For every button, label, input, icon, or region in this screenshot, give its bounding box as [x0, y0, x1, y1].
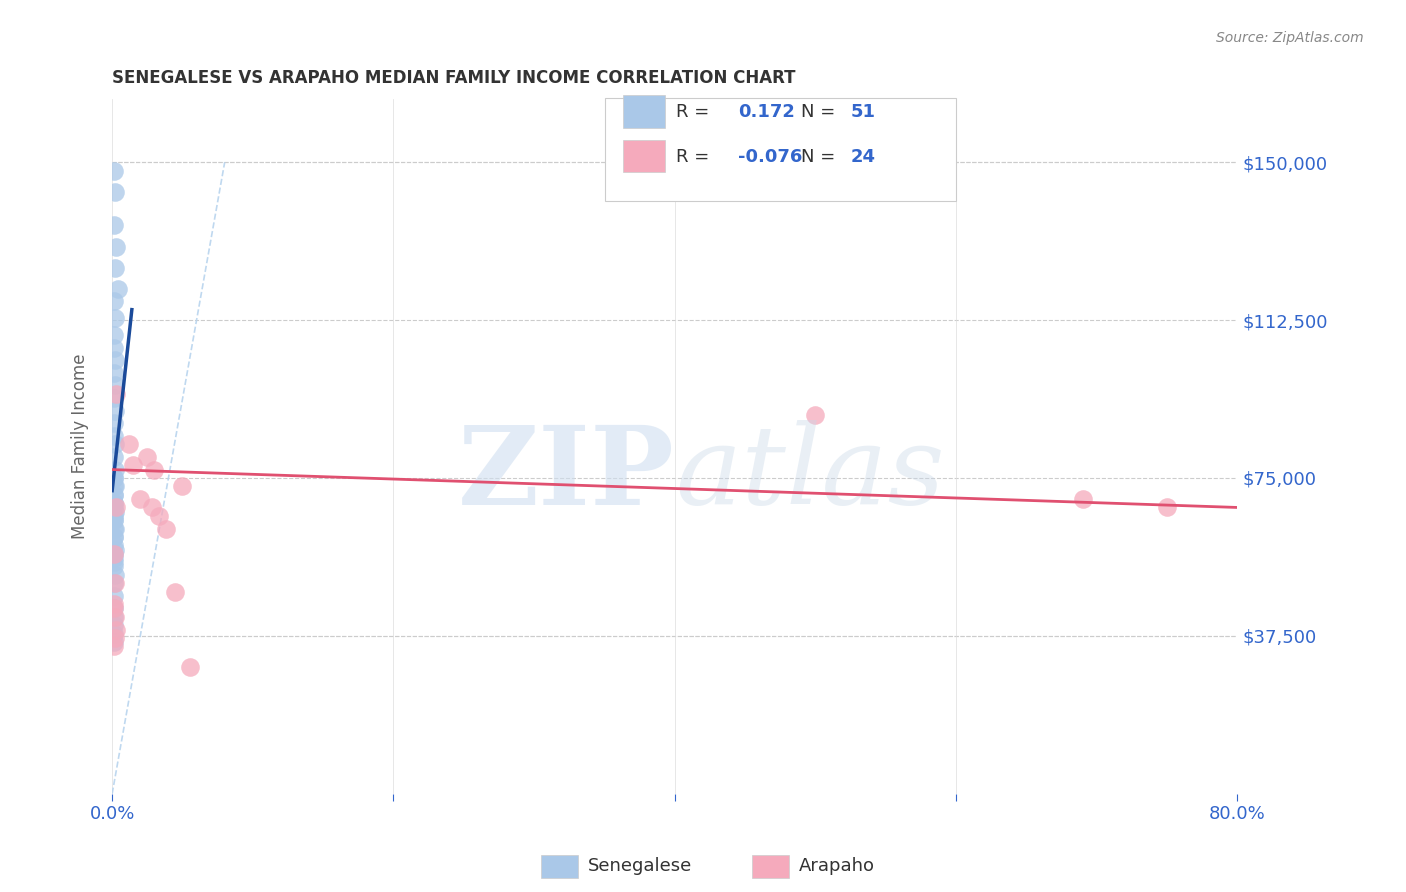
Text: N =: N =: [801, 148, 841, 166]
Point: [103, 219, 125, 233]
Point: [165, 584, 187, 599]
Point: [105, 239, 128, 253]
Point: [103, 597, 125, 611]
Point: [104, 437, 127, 451]
Point: [103, 547, 125, 561]
Point: [103, 513, 125, 527]
Point: [103, 496, 125, 510]
Point: [103, 488, 125, 502]
Y-axis label: Median Family Income: Median Family Income: [72, 354, 89, 539]
Point: [103, 618, 125, 632]
Point: [103, 366, 125, 380]
Point: [103, 479, 125, 493]
Point: [105, 500, 128, 515]
Point: [103, 521, 125, 535]
Point: [104, 185, 127, 199]
Text: Source: ZipAtlas.com: Source: ZipAtlas.com: [1216, 31, 1364, 45]
Text: SENEGALESE VS ARAPAHO MEDIAN FAMILY INCOME CORRELATION CHART: SENEGALESE VS ARAPAHO MEDIAN FAMILY INCO…: [112, 69, 796, 87]
Point: [103, 508, 125, 523]
Point: [103, 327, 125, 342]
Point: [104, 462, 127, 476]
Point: [103, 626, 125, 640]
Point: [143, 462, 166, 476]
Point: [104, 631, 127, 645]
Text: 24: 24: [851, 148, 876, 166]
Point: [104, 311, 127, 326]
Point: [129, 491, 152, 506]
Point: [103, 601, 125, 615]
Point: [122, 458, 145, 473]
Text: Arapaho: Arapaho: [799, 857, 875, 875]
Point: [103, 163, 125, 178]
Point: [103, 547, 125, 561]
Text: R =: R =: [676, 148, 716, 166]
Point: [103, 294, 125, 309]
Point: [105, 386, 128, 401]
Point: [103, 538, 125, 552]
Text: R =: R =: [676, 103, 716, 121]
Point: [804, 408, 827, 422]
Point: [104, 521, 127, 535]
Point: [103, 589, 125, 603]
Point: [103, 555, 125, 569]
Point: [105, 623, 128, 637]
Point: [118, 437, 141, 451]
Point: [179, 660, 201, 674]
Point: [103, 601, 125, 615]
Text: -0.076: -0.076: [738, 148, 803, 166]
Text: N =: N =: [801, 103, 841, 121]
Point: [104, 576, 127, 591]
Point: [103, 429, 125, 443]
Point: [104, 260, 127, 275]
Text: 0.172: 0.172: [738, 103, 794, 121]
Point: [103, 450, 125, 464]
Point: [103, 551, 125, 566]
Text: Senegalese: Senegalese: [588, 857, 692, 875]
Point: [136, 450, 159, 464]
Point: [104, 505, 127, 519]
Text: ZIP: ZIP: [458, 421, 675, 528]
Point: [104, 542, 127, 557]
Point: [103, 559, 125, 574]
Text: atlas: atlas: [675, 420, 945, 528]
Point: [103, 341, 125, 355]
Point: [103, 471, 125, 485]
Point: [104, 479, 127, 493]
Point: [103, 500, 125, 515]
Point: [103, 471, 125, 485]
Point: [103, 640, 125, 654]
Point: [103, 496, 125, 510]
Point: [103, 417, 125, 431]
Point: [104, 353, 127, 368]
Point: [103, 635, 125, 649]
Text: 51: 51: [851, 103, 876, 121]
Point: [103, 513, 125, 527]
Point: [103, 530, 125, 544]
Point: [107, 282, 129, 296]
Point: [104, 610, 127, 624]
Point: [148, 508, 170, 523]
Point: [1156, 500, 1178, 515]
Point: [141, 500, 163, 515]
Point: [1071, 491, 1094, 506]
Point: [104, 403, 127, 417]
Point: [103, 391, 125, 405]
Point: [103, 610, 125, 624]
Point: [155, 521, 177, 535]
Point: [103, 530, 125, 544]
Point: [172, 479, 194, 493]
Point: [104, 378, 127, 392]
Point: [103, 576, 125, 591]
Point: [103, 488, 125, 502]
Point: [104, 567, 127, 582]
